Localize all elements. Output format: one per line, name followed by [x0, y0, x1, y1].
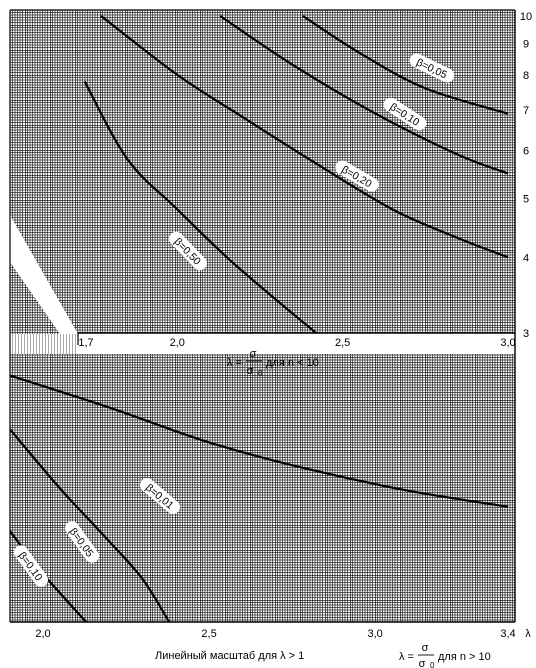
- bottom-curve-beta-001: [10, 374, 509, 508]
- top-y-tick-8: 8: [523, 70, 529, 82]
- top-chart-curves: [83, 15, 509, 334]
- bottom-right-x-axis-title: λ = σ σ 0 для n > 10: [399, 642, 491, 668]
- top-curve-beta-005: [302, 15, 509, 115]
- top-label-beta-020-bg: [335, 160, 379, 192]
- top-y-tick-4: 4: [523, 252, 529, 264]
- top-x-title-numerator: σ: [250, 348, 257, 360]
- top-curve-beta-010: [219, 15, 509, 175]
- bottom-x-title-lhs: λ =: [399, 651, 414, 663]
- top-x-axis-title: λ = σ σ 0 для n < 10: [227, 348, 319, 378]
- top-x-title-denominator: σ: [247, 365, 254, 377]
- top-y-tick-10: 10: [520, 11, 532, 23]
- top-x-title-rest: для n < 10: [266, 357, 319, 369]
- top-y-tick-5: 5: [523, 194, 529, 206]
- top-y-tick-9: 9: [523, 39, 529, 51]
- top-plot-grid: [10, 10, 515, 334]
- bottom-curve-beta-005: [10, 428, 171, 622]
- top-x-tick-3-0: 3,0: [500, 337, 515, 349]
- bottom-x-tick-3-4: 3,4: [500, 628, 515, 640]
- top-left-white-wedge: [10, 215, 78, 334]
- top-x-axis-strip: [78, 333, 515, 354]
- bottom-x-tick-2-5: 2,5: [201, 628, 216, 640]
- bottom-x-title-rest: для n > 10: [438, 651, 491, 663]
- bottom-x-title-numerator: σ: [422, 642, 429, 654]
- top-y-tick-3: 3: [523, 328, 529, 340]
- top-label-beta-005-bg: [409, 53, 455, 83]
- top-left-hatch-band: [10, 334, 78, 354]
- top-y-ticks: 3 4 5 6 7 8 9 10: [520, 11, 532, 340]
- top-x-tick-1-7: 1,7: [78, 337, 93, 349]
- top-label-beta-050-bg: [169, 231, 207, 271]
- top-curve-beta-020: [100, 15, 509, 259]
- top-x-title-lhs: λ =: [227, 357, 242, 369]
- top-y-tick-6: 6: [523, 145, 529, 157]
- bottom-x-axis-symbol: λ: [525, 628, 531, 640]
- top-x-tick-2-0: 2,0: [170, 337, 185, 349]
- bottom-x-ticks: 2,0 2,5 3,0 3,4 λ: [35, 628, 531, 640]
- bottom-x-axis-title: Линейный масштаб для λ > 1: [155, 650, 304, 662]
- bottom-x-title-subscript: 0: [430, 661, 435, 668]
- bottom-label-beta-005-bg: [65, 521, 99, 563]
- bottom-label-beta-010-bg: [14, 545, 48, 587]
- top-y-tick-7: 7: [523, 105, 529, 117]
- bottom-label-beta-001-bg: [139, 478, 181, 514]
- top-curve-beta-050: [83, 80, 317, 334]
- top-x-ticks: 1,7 2,0 2,5 3,0: [78, 337, 515, 349]
- top-x-title-subscript: 0: [258, 369, 263, 378]
- top-x-tick-2-5: 2,5: [335, 337, 350, 349]
- top-label-beta-010-bg: [383, 97, 427, 131]
- bottom-x-tick-2-0: 2,0: [35, 628, 50, 640]
- bottom-x-tick-3-0: 3,0: [367, 628, 382, 640]
- bottom-plot-grid: [10, 354, 515, 622]
- bottom-x-title-denominator: σ: [419, 658, 426, 668]
